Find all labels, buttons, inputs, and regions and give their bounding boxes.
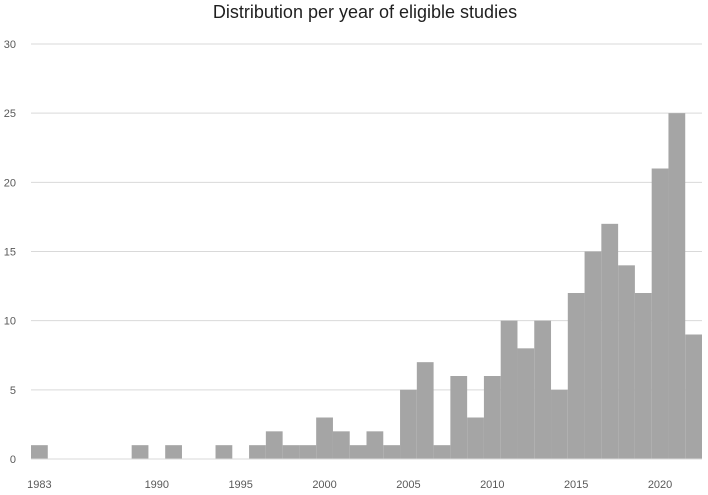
bar-2009: [467, 417, 484, 459]
x-tick-label: 1983: [27, 479, 51, 491]
bar-2022: [685, 334, 702, 459]
bar-2006: [416, 362, 434, 459]
y-tick-label: 20: [4, 177, 16, 189]
bar-1997: [265, 431, 283, 459]
x-tick-label: 2000: [312, 479, 336, 491]
y-tick-label: 5: [10, 385, 16, 397]
chart-title: Distribution per year of eligible studie…: [212, 2, 518, 22]
y-tick-label: 0: [10, 454, 16, 466]
bar-2021: [668, 113, 686, 460]
bar-2001: [332, 431, 350, 459]
bar-1996: [249, 445, 266, 459]
bar-2019: [634, 293, 652, 459]
bar-1999: [299, 445, 317, 459]
bar-1983: [31, 445, 48, 459]
bar-1989: [131, 445, 149, 459]
x-axis: 1983 1990 1995 2000 2005 2010 2015 2020: [27, 458, 702, 491]
y-tick-label: 15: [4, 247, 16, 259]
bar-2000: [316, 417, 333, 459]
y-tick-label: 30: [4, 39, 16, 51]
bar-2008: [450, 376, 468, 459]
x-tick-label: 2015: [564, 479, 588, 491]
bar-2004: [383, 445, 401, 459]
y-axis: 0 5 10 15 20 25 30: [4, 39, 16, 466]
bar-2002: [349, 445, 367, 459]
x-tick-label: 2020: [648, 479, 672, 491]
bar-1991: [165, 445, 182, 459]
y-tick-label: 10: [4, 316, 16, 328]
bar-2014: [551, 389, 568, 459]
x-tick-label: 2005: [396, 479, 420, 491]
x-tick-label: 2010: [480, 479, 504, 491]
bar-2013: [534, 320, 552, 459]
bar-2003: [366, 431, 384, 459]
bar-2017: [601, 223, 619, 459]
y-tick-label: 25: [4, 108, 16, 120]
bar-1998: [282, 445, 300, 459]
bar-2010: [483, 376, 501, 459]
bar-2015: [567, 293, 585, 459]
bar-2011: [500, 320, 518, 459]
x-tick-label: 1995: [228, 479, 252, 491]
bar-2012: [517, 348, 535, 459]
x-tick-label: 1990: [145, 479, 169, 491]
bar-2005: [400, 389, 417, 459]
bar-2016: [584, 251, 602, 459]
bar-2018: [618, 265, 635, 459]
bar-2007: [433, 445, 451, 459]
bar-1994: [215, 445, 233, 459]
bar-2020: [651, 168, 669, 459]
bars: [31, 113, 702, 460]
